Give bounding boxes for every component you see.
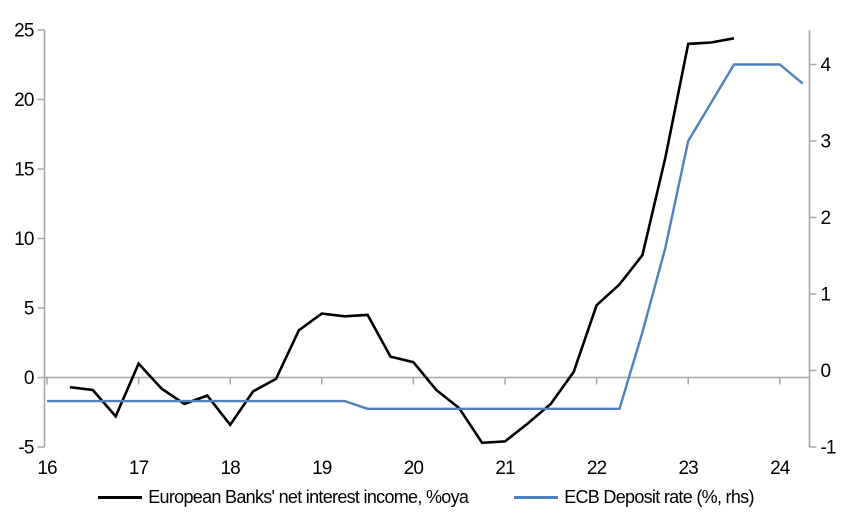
left-axis-tick-label: -5	[18, 438, 33, 459]
right-axis-tick-label: 1	[821, 285, 831, 306]
x-tick-label: 22	[587, 458, 607, 479]
left-axis-tick-label: 15	[14, 160, 34, 181]
x-tick-label: 17	[129, 458, 149, 479]
left-axis-tick-label: 10	[14, 229, 34, 250]
x-tick-label: 18	[221, 458, 241, 479]
left-axis-tick-label: 0	[24, 368, 34, 389]
x-tick-label: 20	[404, 458, 424, 479]
series-line-net-interest-income	[69, 37, 735, 445]
left-axis-tick-label: 20	[14, 90, 34, 111]
right-axis-tick-label: 0	[821, 361, 831, 382]
legend-item-net-interest-income: European Banks' net interest income, %oy…	[98, 487, 469, 508]
series-line-ecb-deposit-rate	[47, 63, 804, 410]
left-axis-tick-label: 25	[14, 21, 34, 42]
right-axis-tick-label: -1	[821, 438, 836, 459]
x-tick-label: 21	[495, 458, 515, 479]
x-tick-label: 19	[312, 458, 332, 479]
right-axis-tick-label: 4	[821, 55, 832, 76]
legend-item-ecb-deposit-rate: ECB Deposit rate (%, rhs)	[514, 487, 754, 508]
right-axis-tick-label: 2	[821, 208, 831, 229]
legend: European Banks' net interest income, %oy…	[0, 487, 852, 508]
black-line-swatch	[98, 496, 143, 499]
legend-label-ecb-deposit-rate: ECB Deposit rate (%, rhs)	[564, 487, 754, 507]
left-axis-tick-label: 5	[24, 299, 34, 320]
x-tick-label: 23	[679, 458, 699, 479]
blue-line-swatch	[514, 496, 559, 499]
legend-label-net-interest-income: European Banks' net interest income, %oy…	[148, 487, 469, 507]
right-axis-tick-label: 3	[821, 132, 831, 153]
x-tick-label: 24	[770, 458, 791, 479]
x-tick-label: 16	[37, 458, 57, 479]
